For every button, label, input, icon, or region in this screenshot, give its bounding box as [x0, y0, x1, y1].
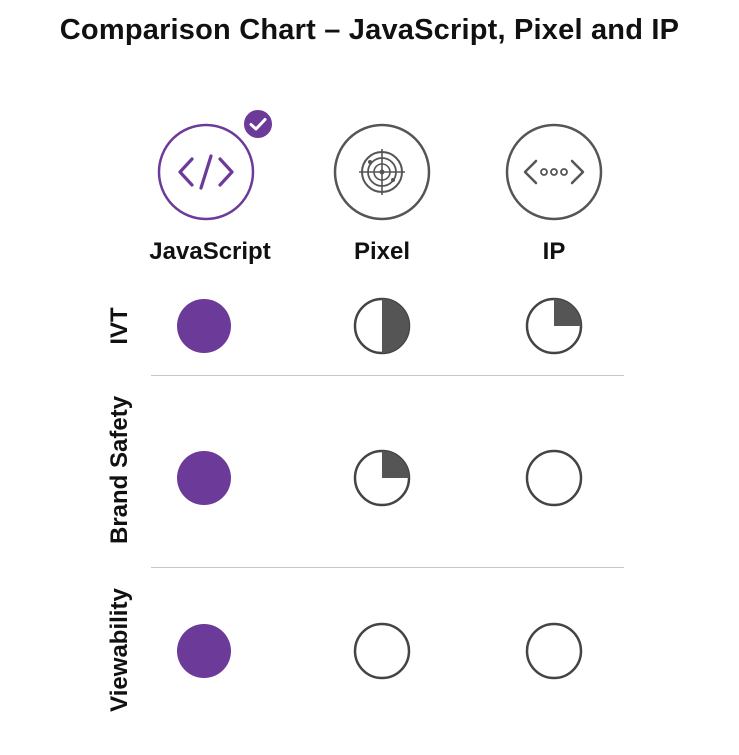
column-label-javascript: JavaScript: [149, 238, 271, 265]
partial-rating-mark: [554, 299, 581, 326]
row-label-ivt: IVT: [106, 307, 133, 345]
network-dots-icon: [505, 123, 603, 221]
radar-target-icon: [333, 123, 431, 221]
column-label-ip: IP: [542, 238, 566, 265]
javascript-column-icon: [156, 122, 256, 222]
rating-viewability-pixel: [353, 622, 411, 680]
full-rating-mark: [177, 451, 231, 505]
rating-ivt-ip: [525, 297, 583, 355]
rating-viewability-javascript: [175, 622, 233, 680]
rating-brand-safety-pixel: [353, 449, 411, 507]
full-rating-mark: [177, 299, 231, 353]
pixel-column-icon: [332, 122, 432, 222]
rating-ivt-javascript: [175, 297, 233, 355]
column-label-pixel: Pixel: [353, 238, 411, 265]
row-label-brand-safety: Brand Safety: [106, 395, 133, 544]
rating-outline: [525, 622, 583, 680]
chart-title: Comparison Chart – JavaScript, Pixel and…: [59, 14, 680, 46]
ip-column-icon: [504, 122, 604, 222]
rating-brand-safety-javascript: [175, 449, 233, 507]
rating-outline: [353, 622, 411, 680]
partial-rating-mark: [382, 299, 409, 353]
code-brackets-icon: [157, 123, 255, 221]
full-rating-mark: [177, 624, 231, 678]
partial-rating-mark: [382, 451, 409, 478]
row-label-viewability: Viewability: [106, 588, 133, 712]
rating-ivt-pixel: [353, 297, 411, 355]
row-divider: [151, 567, 624, 568]
rating-outline: [525, 449, 583, 507]
rating-viewability-ip: [525, 622, 583, 680]
checkmark-badge-icon: [241, 107, 275, 141]
row-divider: [151, 375, 624, 376]
rating-brand-safety-ip: [525, 449, 583, 507]
